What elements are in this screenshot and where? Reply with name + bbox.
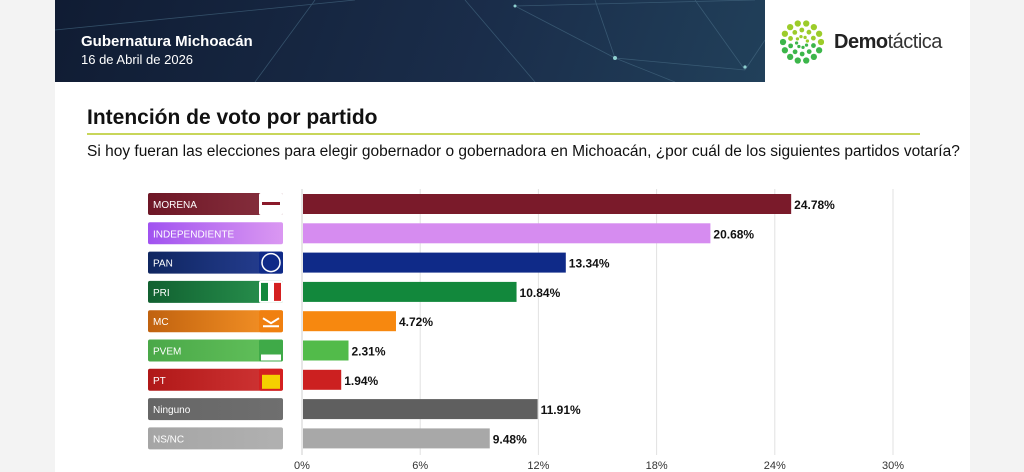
party-label-box	[148, 398, 283, 421]
pri-logo-icon	[259, 280, 283, 303]
logo-dots-icon	[779, 20, 825, 64]
category-label: PVEM	[153, 347, 181, 358]
survey-date: 16 de Abril de 2026	[81, 52, 194, 67]
network-pattern	[55, 0, 765, 82]
party-label-box	[148, 280, 283, 303]
x-tick-label: 12%	[527, 460, 549, 472]
bar	[303, 369, 342, 390]
party-label-box	[148, 251, 283, 274]
logo-light: táctica	[887, 31, 943, 53]
category-label: INDEPENDIENTE	[153, 229, 234, 240]
bar	[303, 281, 517, 302]
data-label: 13.34%	[569, 257, 610, 271]
bar	[303, 223, 711, 244]
data-label: 24.78%	[794, 198, 835, 212]
data-label: 11.91%	[541, 403, 581, 417]
pt-logo-icon	[259, 368, 283, 391]
category-label: PAN	[153, 259, 173, 270]
mc-logo-icon	[259, 310, 283, 333]
party-label-box	[148, 339, 283, 362]
verde-logo-icon	[259, 339, 283, 362]
bar	[303, 252, 566, 273]
bar	[303, 194, 792, 214]
x-tick-label: 30%	[882, 460, 904, 472]
bar	[303, 311, 396, 332]
x-tick-label: 24%	[764, 460, 786, 472]
bar	[303, 428, 490, 449]
category-label: MC	[153, 317, 169, 328]
logo-bold: Demo	[834, 31, 888, 53]
bar	[303, 340, 349, 361]
x-tick-label: 0%	[294, 460, 310, 472]
demotactica-logo: Demotáctica	[779, 20, 960, 64]
data-label: 10.84%	[520, 286, 561, 300]
pan-logo-icon	[259, 251, 283, 274]
category-label: PRI	[153, 288, 170, 299]
data-label: 2.31%	[352, 345, 386, 359]
category-label: PT	[153, 376, 166, 387]
x-tick-label: 18%	[646, 460, 668, 472]
data-label: 9.48%	[493, 432, 527, 446]
party-label-box	[148, 427, 283, 450]
title-divider	[87, 133, 920, 135]
survey-title: Gubernatura Michoacán	[81, 33, 253, 50]
party-label-box	[148, 222, 283, 245]
header-banner: Gubernatura Michoacán 16 de Abril de 202…	[55, 0, 765, 82]
category-label: NS/NC	[153, 434, 184, 445]
bar	[303, 399, 538, 420]
x-tick-label: 6%	[412, 460, 428, 472]
party-label-box	[148, 368, 283, 391]
party-label-box	[148, 310, 283, 333]
data-label: 20.68%	[713, 227, 754, 241]
survey-question: Si hoy fueran las elecciones para elegir…	[87, 143, 960, 160]
category-label: Ninguno	[153, 405, 191, 416]
morena-logo-icon	[259, 193, 283, 215]
party-label-box	[148, 193, 283, 215]
data-label: 4.72%	[399, 315, 433, 329]
category-label: MORENA	[153, 200, 197, 211]
section-title: Intención de voto por partido	[87, 106, 378, 129]
data-label: 1.94%	[344, 374, 378, 388]
